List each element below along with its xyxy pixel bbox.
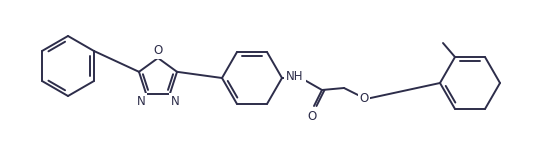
Text: O: O — [307, 110, 316, 123]
Text: NH: NH — [286, 70, 303, 83]
Text: O: O — [153, 44, 163, 57]
Text: N: N — [171, 95, 179, 108]
Text: N: N — [137, 95, 145, 108]
Text: O: O — [360, 91, 369, 105]
